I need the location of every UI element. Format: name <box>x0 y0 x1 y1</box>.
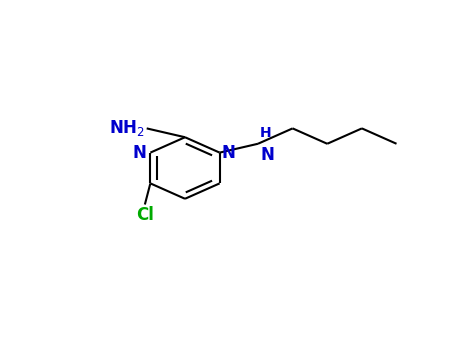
Text: H: H <box>260 126 272 140</box>
Text: Cl: Cl <box>136 206 154 224</box>
Text: N: N <box>260 146 274 163</box>
Text: N: N <box>133 144 147 162</box>
Text: NH$_2$: NH$_2$ <box>109 118 144 138</box>
Text: N: N <box>222 144 236 162</box>
